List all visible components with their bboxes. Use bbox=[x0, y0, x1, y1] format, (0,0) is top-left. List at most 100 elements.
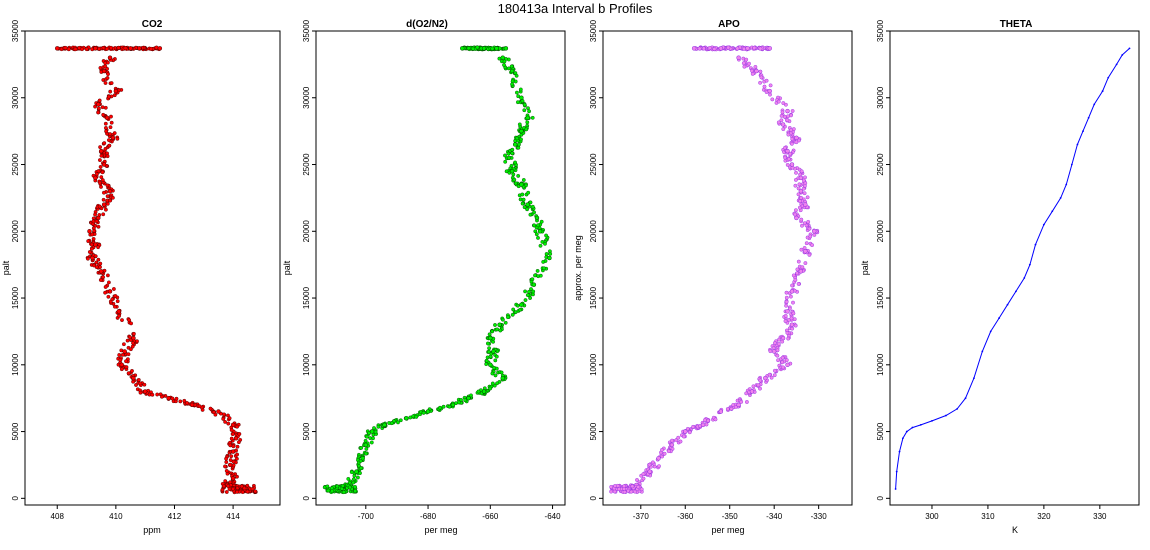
profile-point bbox=[519, 302, 524, 307]
top-leg-point bbox=[149, 46, 154, 51]
profile-point bbox=[110, 297, 115, 302]
profile-point bbox=[762, 84, 767, 89]
profile-point bbox=[786, 336, 791, 341]
profile-point bbox=[107, 143, 112, 148]
profile-point bbox=[98, 265, 102, 269]
profile-point bbox=[142, 389, 148, 394]
profile-point bbox=[521, 197, 526, 202]
profile-point bbox=[800, 265, 805, 270]
panel-o2n2-title: d(O2/N2) bbox=[406, 19, 448, 30]
profile-point bbox=[506, 155, 512, 161]
profile-point bbox=[745, 400, 749, 404]
theta-point bbox=[1107, 76, 1110, 79]
profile-point bbox=[131, 375, 136, 381]
profile-point bbox=[788, 151, 793, 156]
profile-point bbox=[108, 125, 113, 130]
profile-point bbox=[127, 335, 132, 340]
profile-point bbox=[522, 108, 527, 113]
panel-theta-x-ticks: 300 310 320 330 bbox=[925, 505, 1107, 521]
profile-point bbox=[808, 234, 813, 239]
profile-point bbox=[662, 451, 667, 456]
profile-point bbox=[134, 383, 138, 387]
bottom-leg-point bbox=[339, 486, 344, 491]
profile-point bbox=[749, 389, 755, 394]
profile-point bbox=[733, 404, 738, 409]
profile-point bbox=[93, 175, 98, 181]
profile-point bbox=[798, 175, 804, 181]
bottom-leg-point bbox=[335, 484, 340, 489]
profile-point bbox=[780, 335, 786, 341]
profile-point bbox=[641, 476, 646, 481]
theta-point bbox=[1065, 183, 1068, 186]
theta-point bbox=[956, 407, 959, 410]
profile-point bbox=[528, 212, 533, 217]
profile-point bbox=[92, 263, 97, 268]
profile-point bbox=[768, 92, 772, 97]
panel-apo-marks bbox=[609, 45, 820, 494]
profile-point bbox=[678, 439, 683, 444]
profile-point bbox=[89, 246, 94, 251]
profile-point bbox=[510, 82, 514, 87]
profile-point bbox=[521, 178, 526, 182]
profile-point bbox=[235, 474, 239, 479]
profile-point bbox=[351, 477, 356, 482]
profile-point bbox=[100, 105, 105, 110]
profile-point bbox=[90, 232, 95, 237]
theta-point bbox=[973, 377, 975, 380]
theta-point bbox=[1023, 277, 1026, 279]
profile-point bbox=[515, 90, 519, 95]
profile-point bbox=[131, 335, 136, 341]
profile-point bbox=[799, 195, 803, 200]
top-leg-point bbox=[105, 46, 110, 51]
profile-point bbox=[488, 362, 493, 368]
profile-point bbox=[736, 55, 741, 60]
profile-point bbox=[128, 347, 133, 352]
profile-point bbox=[797, 182, 802, 187]
profile-point bbox=[469, 393, 473, 398]
y-tick-label: 35000 bbox=[302, 19, 311, 42]
y-tick-label: 5000 bbox=[589, 422, 598, 440]
profile-point bbox=[108, 89, 113, 94]
profile-point bbox=[781, 365, 785, 370]
profile-point bbox=[104, 207, 108, 212]
profile-point bbox=[111, 195, 115, 200]
profile-point bbox=[796, 186, 801, 191]
profile-point bbox=[768, 349, 773, 354]
profile-point bbox=[801, 186, 806, 191]
profile-point bbox=[783, 313, 788, 318]
theta-point bbox=[1059, 197, 1062, 199]
profile-point bbox=[493, 358, 498, 363]
profile-point bbox=[744, 57, 749, 62]
profile-point bbox=[780, 360, 785, 365]
profile-point bbox=[488, 354, 493, 359]
profile-point bbox=[781, 127, 786, 132]
profile-point bbox=[130, 368, 134, 373]
top-leg-point bbox=[79, 47, 84, 52]
x-tick-label: -700 bbox=[358, 512, 375, 521]
top-leg-point bbox=[475, 45, 480, 50]
profile-point bbox=[519, 137, 523, 142]
panel-co2-marks bbox=[54, 45, 258, 495]
theta-point bbox=[1101, 90, 1104, 92]
profile-point bbox=[787, 157, 791, 162]
profile-point bbox=[125, 338, 130, 343]
theta-point bbox=[1115, 63, 1118, 66]
profile-point bbox=[95, 172, 99, 177]
profile-point bbox=[547, 255, 552, 261]
profile-point bbox=[763, 375, 768, 381]
profile-point bbox=[107, 280, 111, 285]
y-tick-label: 10000 bbox=[589, 353, 598, 376]
profile-point bbox=[382, 422, 387, 428]
profile-point bbox=[742, 64, 747, 69]
profile-point bbox=[126, 352, 131, 357]
profile-point bbox=[97, 98, 102, 103]
profile-point bbox=[425, 409, 431, 414]
profile-point bbox=[101, 212, 106, 217]
profile-point bbox=[364, 451, 368, 456]
profile-point bbox=[780, 122, 786, 127]
profile-point bbox=[768, 83, 773, 88]
profile-point bbox=[784, 299, 789, 304]
profile-point bbox=[235, 424, 240, 429]
y-tick-label: 25000 bbox=[302, 153, 311, 176]
theta-point bbox=[895, 470, 898, 473]
